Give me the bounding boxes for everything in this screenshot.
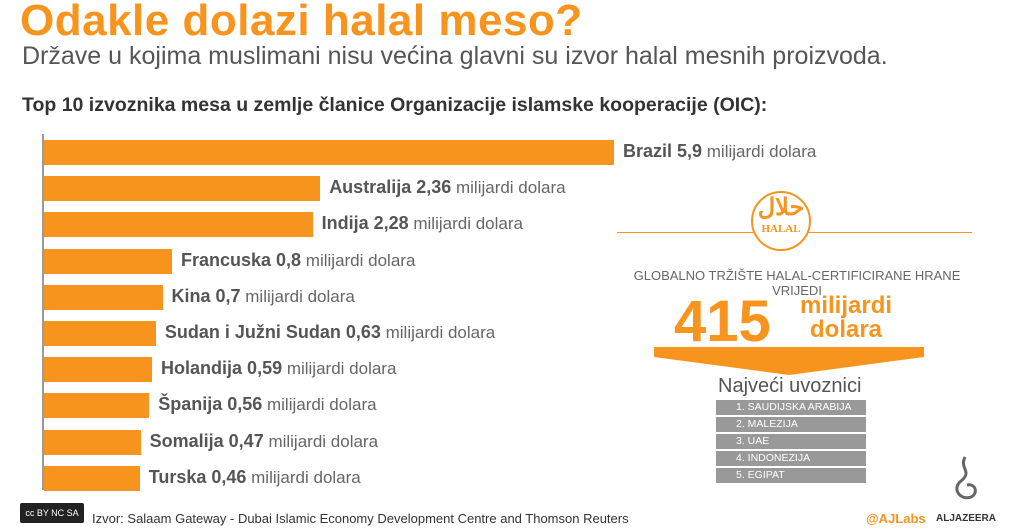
bar-label: Brazil 5,9 milijardi dolara (623, 141, 816, 162)
unit-label: milijardi dolara (282, 359, 397, 379)
importers-title: Najveći uvoznici (718, 375, 862, 397)
category-label: Somalija 0,47 (149, 430, 264, 451)
category-label: Indija 2,28 (321, 213, 409, 234)
subtitle: Države u kojima muslimani nisu većina gl… (22, 42, 888, 70)
category-label: Sudan i Južni Sudan 0,63 (164, 322, 381, 342)
unit-label: milijardi dolara (380, 323, 496, 342)
bar-label: Turska 0,46 milijardi dolara (149, 467, 361, 488)
bar-label: Francuska 0,8 milijardi dolara (181, 250, 415, 271)
unit-label: milijardi dolara (246, 467, 361, 487)
category-label: Australija 2,36 (329, 177, 452, 198)
unit-label: milijardi dolara (408, 214, 523, 234)
halal-arabic: حلال (757, 194, 805, 221)
category-label: Brazil 5,9 (623, 141, 703, 161)
category-label: Turska 0,46 (148, 466, 247, 487)
importer-row: 1. SAUDIJSKA ARABIJA (716, 400, 866, 415)
unit-label: milijardi dolara (702, 142, 817, 161)
category-label: Francuska 0,8 (181, 249, 302, 270)
market-unit-2: dolara (810, 316, 883, 343)
chart-axis (42, 134, 44, 490)
unit-label: milijardi dolara (301, 250, 416, 270)
bar-brazil (44, 140, 614, 165)
importer-row: 2. MALEZIJA (716, 417, 866, 432)
aljazeera-logo-icon (955, 456, 977, 500)
importer-row: 3. UAE (716, 434, 866, 449)
halal-latin: HALAL (761, 223, 801, 235)
bar-sudan-i-južni-sudan (44, 321, 156, 346)
category-label: Španija 0,56 (158, 394, 263, 415)
bar-turska (44, 465, 140, 491)
bar-somalija (44, 429, 141, 455)
market-unit: milijardi dolara (800, 294, 892, 342)
bar-label: Australija 2,36 milijardi dolara (329, 177, 565, 198)
importer-row: 5. EGIPAT (716, 468, 866, 483)
aljazeera-brand: ALJAZEERA (936, 513, 997, 524)
global-market-text: GLOBALNO TRŽIŠTE HALAL-CERTIFICIRANE HRA… (633, 268, 961, 298)
bar-španija (44, 393, 150, 419)
cc-license-badge: cc BY NC SA (20, 503, 84, 523)
bar-francuska (44, 248, 172, 274)
bar-label: Kina 0,7 milijardi dolara (172, 286, 355, 307)
page-title: Odakle dolazi halal meso? (20, 0, 583, 45)
unit-label: milijardi dolara (262, 395, 377, 415)
unit-label: milijardi dolara (451, 178, 566, 198)
market-unit-1: milijardi (800, 292, 893, 319)
bar-indija (44, 212, 313, 238)
category-label: Kina 0,7 (171, 285, 241, 306)
source-text: Izvor: Salaam Gateway - Dubai Islamic Ec… (92, 511, 629, 526)
bar-holandija (44, 357, 153, 383)
unit-label: milijardi dolara (240, 286, 355, 306)
bar-label: Sudan i Južni Sudan 0,63 milijardi dolar… (165, 322, 495, 343)
bar-label: Indija 2,28 milijardi dolara (322, 213, 523, 234)
bar-label: Holandija 0,59 milijardi dolara (161, 358, 396, 379)
arrow-down-icon (654, 347, 924, 375)
bar-label: Somalija 0,47 milijardi dolara (150, 431, 378, 452)
unit-label: milijardi dolara (263, 431, 379, 451)
halal-logo: حلال HALAL (751, 191, 811, 251)
importer-row: 4. INDONEZIJA (716, 451, 866, 466)
chart-title: Top 10 izvoznika mesa u zemlje članice O… (22, 94, 768, 116)
category-label: Holandija 0,59 (161, 358, 283, 379)
market-value: 415 (674, 289, 771, 354)
bar-kina (44, 284, 163, 310)
ajlabs-handle: @AJLabs (866, 511, 926, 526)
bar-australija (44, 176, 321, 202)
bar-label: Španija 0,56 milijardi dolara (158, 394, 376, 415)
